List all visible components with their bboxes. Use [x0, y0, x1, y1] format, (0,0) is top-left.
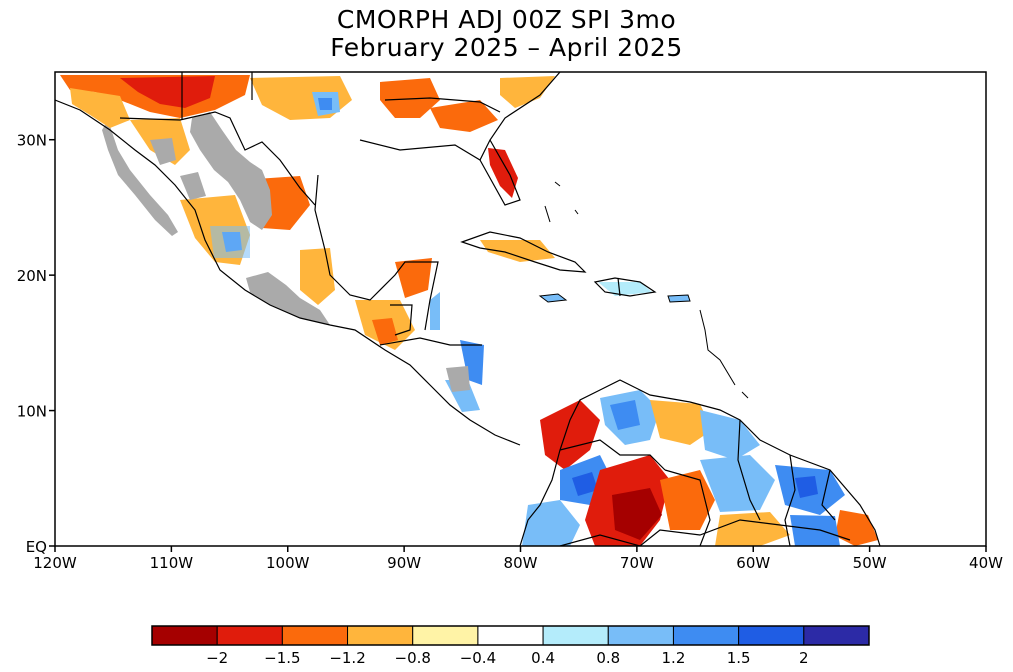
colorbar-swatch: [216, 625, 283, 646]
baja-california: [102, 120, 178, 236]
colorbar-swatch: [542, 625, 609, 646]
lat-tick-label: EQ: [26, 538, 47, 556]
colorbar-label: 1.2: [662, 649, 686, 667]
lon-tick-label: 110W: [150, 554, 194, 572]
colorbar-label: −1.5: [264, 649, 300, 667]
colorbar-swatch: [151, 625, 218, 646]
map-subtitle: February 2025 – April 2025: [330, 33, 683, 62]
lat-tick-label: 10N: [17, 403, 47, 421]
colorbar-swatch: [347, 625, 414, 646]
colorbar-outline: [151, 625, 870, 646]
lon-tick-label: 90W: [387, 554, 421, 572]
colorbar-label: −0.4: [460, 649, 496, 667]
lon-tick-label: 40W: [969, 554, 1003, 572]
colorbar-swatch: [607, 625, 674, 646]
colorbar-swatch: [803, 625, 870, 646]
lon-tick-label: 100W: [266, 554, 310, 572]
lon-tick-label: 50W: [853, 554, 887, 572]
colorbar-label: 0.8: [596, 649, 620, 667]
colorbar-swatch: [738, 625, 805, 646]
colorbar-label: 2: [799, 649, 809, 667]
colorbar-label: −0.8: [395, 649, 431, 667]
colorbar-label: 1.5: [727, 649, 751, 667]
lon-tick-label: 70W: [620, 554, 654, 572]
colorbar-swatch: [672, 625, 740, 646]
colorbar-label: −1.2: [329, 649, 365, 667]
lon-tick-label: 120W: [33, 554, 77, 572]
colorbar-swatch: [412, 625, 479, 646]
land-shading: [55, 72, 881, 546]
lat-tick-label: 20N: [17, 267, 47, 285]
colorbar-swatch: [477, 625, 544, 646]
colorbar-swatch: [281, 625, 349, 646]
no-data-region: [190, 112, 272, 230]
puerto-rico: [668, 295, 690, 302]
colorbar-label: −2: [206, 649, 228, 667]
map-title: CMORPH ADJ 00Z SPI 3mo: [336, 5, 677, 34]
jamaica: [540, 294, 566, 302]
lon-tick-label: 80W: [504, 554, 538, 572]
colorbar: −2 −1.5 −1.2 −0.8 −0.4 0.4 0.8 1.2 1.5 2: [151, 625, 870, 667]
lon-tick-label: 60W: [736, 554, 770, 572]
lat-tick-label: 30N: [17, 132, 47, 150]
colorbar-label: 0.4: [531, 649, 555, 667]
